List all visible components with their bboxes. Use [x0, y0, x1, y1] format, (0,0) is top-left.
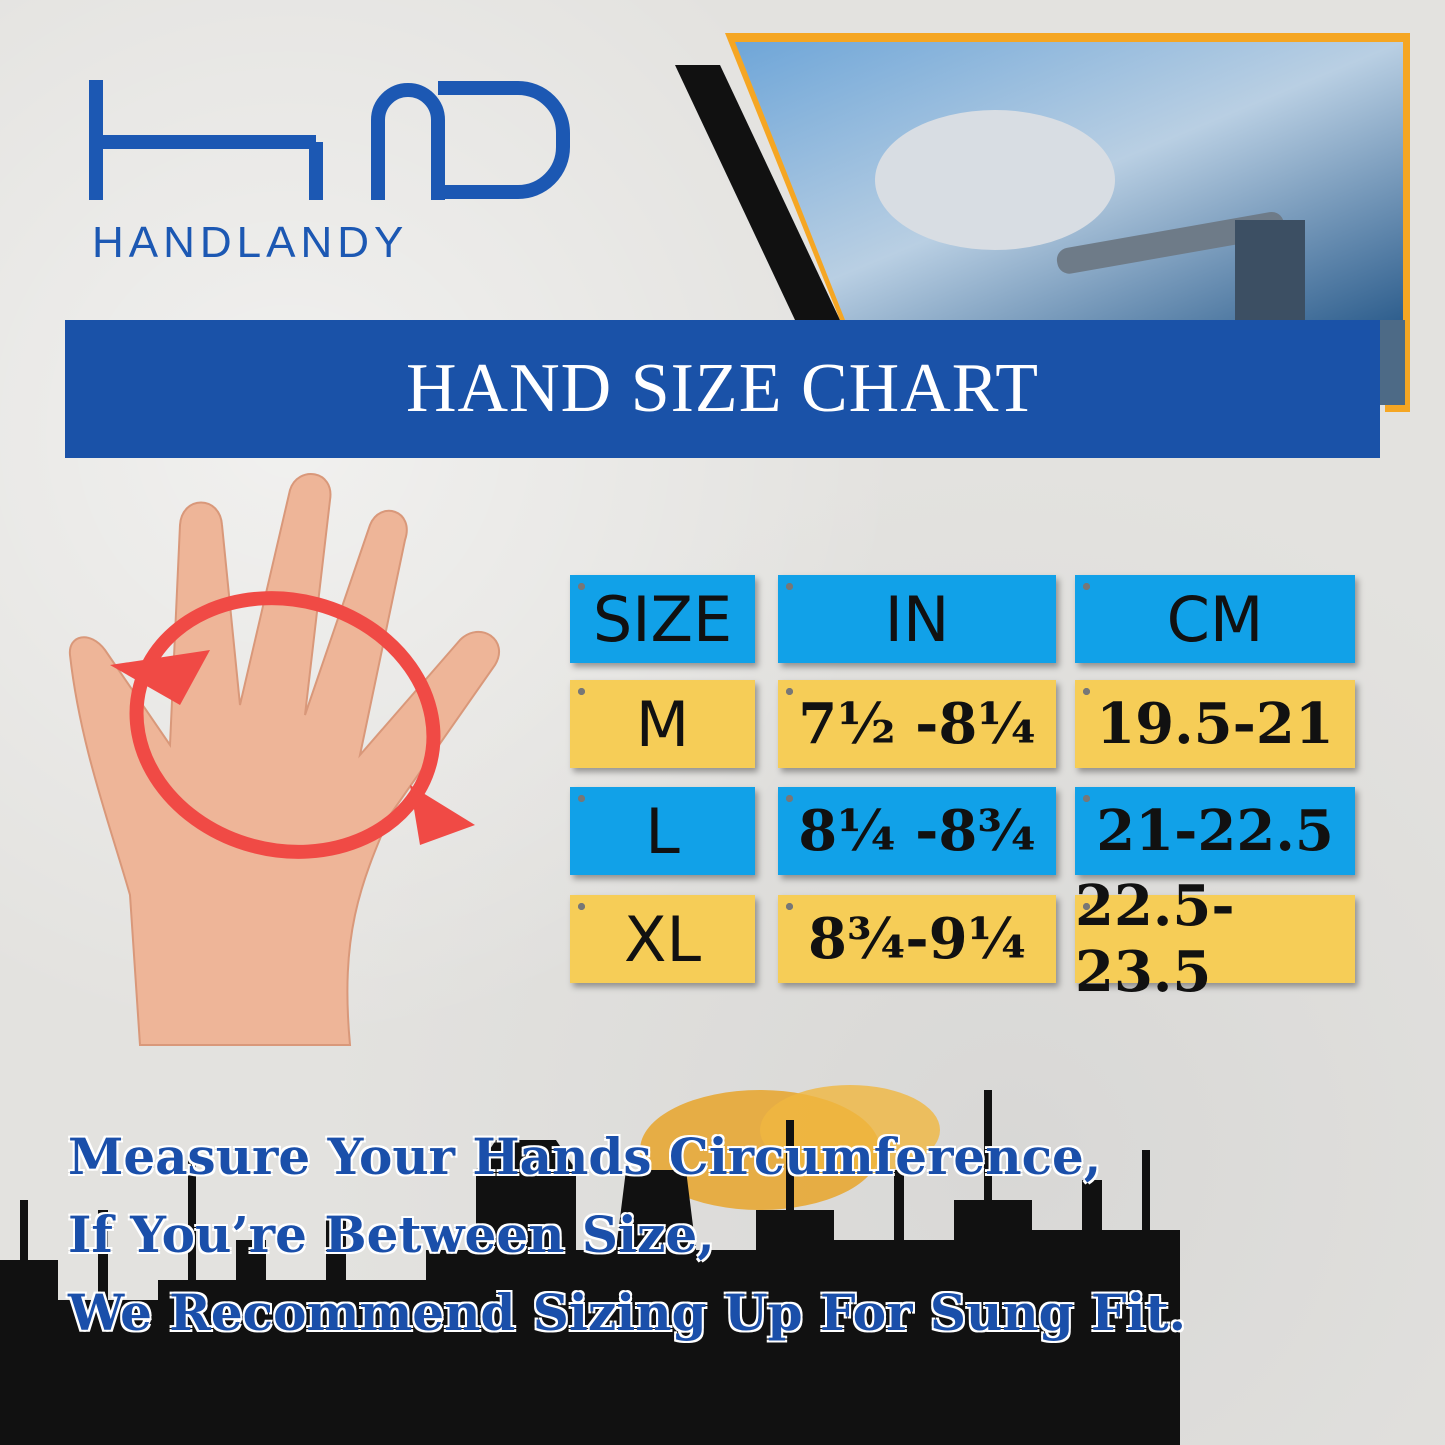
cm-cell: 22.5-23.5 [1075, 873, 1355, 1005]
title-banner: HAND SIZE CHART [65, 320, 1380, 458]
cm-cell: 21-22.5 [1075, 787, 1355, 875]
mechanic-photo [675, 33, 1410, 412]
page-title: HAND SIZE CHART [405, 350, 1039, 427]
header-cm: CM [1075, 575, 1355, 663]
brand-name: HANDLANDY [92, 218, 409, 267]
header-size: SIZE [570, 575, 755, 663]
inch-cell: 8¾-9¼ [778, 895, 1056, 983]
advice-line: Measure Your Hands Circumference, [68, 1127, 1102, 1186]
header-in: IN [778, 575, 1056, 663]
advice-line: We Recommend Sizing Up For Sung Fit. [68, 1283, 1187, 1342]
sizing-advice: Measure Your Hands Circumference, If You… [68, 1118, 1186, 1352]
size-cell: XL [570, 895, 755, 983]
hand-measure-illustration [68, 473, 501, 1046]
advice-line: If You’re Between Size, [68, 1205, 715, 1264]
size-cell: L [570, 787, 755, 875]
handlandy-logo-mark [89, 80, 570, 200]
size-cell: M [570, 680, 755, 768]
inch-cell: 7½ -8¼ [778, 680, 1056, 768]
cm-cell: 19.5-21 [1075, 680, 1355, 768]
inch-cell: 8¼ -8¾ [778, 787, 1056, 875]
industrial-skyline-illustration [0, 1085, 1180, 1445]
